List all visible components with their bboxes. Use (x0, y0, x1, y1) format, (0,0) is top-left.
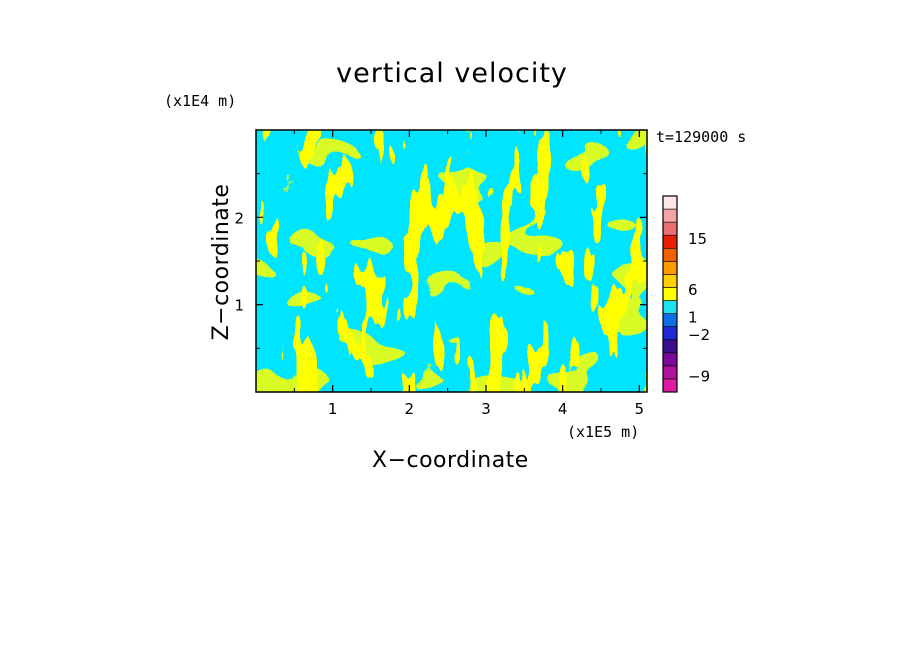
colorbar-tick-label: −2 (688, 326, 710, 344)
colorbar: 15 6 1−2 −9 (662, 195, 710, 393)
x-tick-label: 2 (405, 400, 415, 418)
colorbar-tick-label: 15 (688, 230, 707, 248)
colorbar-swatch (662, 274, 678, 288)
x-axis-label: X−coordinate (372, 448, 529, 473)
y-axis-unit: (x1E4 m) (164, 92, 237, 110)
colorbar-tick-label: 1 (688, 309, 698, 327)
colorbar-frame (662, 195, 678, 393)
colorbar-swatch (662, 326, 678, 341)
x-axis-unit: (x1E5 m) (567, 423, 640, 441)
colorbar-swatch (662, 378, 678, 393)
x-tick-label: 1 (328, 400, 338, 418)
plot-axes: 1 2 3 4 5 1 2 (234, 129, 648, 418)
y-tick-label: 2 (234, 209, 244, 227)
colorbar-swatch (662, 261, 678, 275)
updraft-patches (256, 130, 647, 392)
colorbar-swatch (662, 195, 678, 210)
colorbar-swatch (662, 352, 678, 367)
y-tick-label: 1 (234, 297, 244, 315)
colorbar-swatch (662, 339, 678, 354)
colorbar-swatch (662, 300, 678, 314)
colorbar-swatch (662, 221, 678, 236)
colorbar-swatch (662, 208, 678, 223)
colorbar-swatch (662, 287, 678, 301)
colorbar-swatch (662, 365, 678, 380)
x-tick-label: 5 (635, 400, 645, 418)
x-tick-label: 4 (558, 400, 568, 418)
chart-title: vertical velocity (336, 58, 568, 89)
x-tick-label: 3 (481, 400, 491, 418)
contour-field (256, 130, 647, 392)
colorbar-swatch (662, 234, 678, 249)
colorbar-tick-label: 6 (688, 281, 698, 299)
colorbar-swatch (662, 247, 678, 262)
time-label: t=129000 s (656, 128, 747, 146)
colorbar-tick-label: −9 (688, 367, 710, 385)
colorbar-swatch (662, 313, 678, 327)
